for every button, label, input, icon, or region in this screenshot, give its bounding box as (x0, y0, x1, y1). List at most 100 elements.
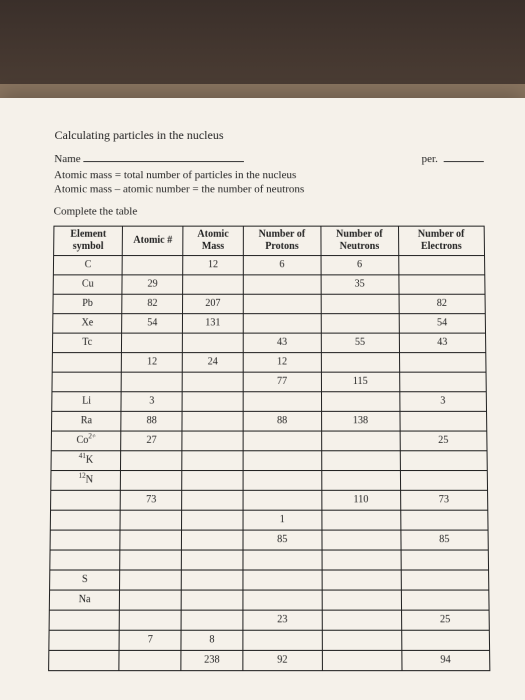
cell-atomic-mass[interactable]: 24 (182, 353, 243, 373)
cell-atomic-mass[interactable] (182, 392, 243, 412)
cell-neutrons[interactable] (322, 550, 401, 570)
cell-neutrons[interactable] (322, 650, 401, 670)
cell-neutrons[interactable] (321, 314, 399, 333)
cell-protons[interactable]: 23 (243, 610, 322, 630)
cell-electrons[interactable] (401, 570, 489, 590)
cell-symbol[interactable] (52, 353, 122, 373)
cell-atomic-mass[interactable] (183, 275, 243, 294)
cell-symbol[interactable]: Ra (51, 411, 121, 431)
cell-symbol[interactable] (49, 650, 120, 670)
cell-neutrons[interactable]: 35 (321, 275, 399, 294)
cell-electrons[interactable]: 3 (399, 392, 486, 412)
cell-atomic-mass[interactable]: 8 (181, 630, 243, 650)
cell-symbol[interactable] (49, 610, 120, 630)
cell-neutrons[interactable] (322, 590, 401, 610)
cell-protons[interactable] (243, 550, 322, 570)
cell-atomic-mass[interactable] (182, 471, 243, 491)
cell-electrons[interactable]: 85 (400, 530, 488, 550)
cell-neutrons[interactable]: 115 (321, 372, 399, 392)
cell-atomic-num[interactable]: 54 (122, 314, 183, 333)
cell-neutrons[interactable] (321, 353, 399, 373)
cell-neutrons[interactable] (321, 431, 400, 451)
cell-symbol[interactable]: 12N (51, 471, 121, 491)
cell-electrons[interactable]: 82 (399, 294, 486, 313)
cell-electrons[interactable]: 43 (399, 333, 486, 352)
cell-atomic-mass[interactable]: 238 (181, 650, 243, 670)
cell-neutrons[interactable]: 138 (321, 411, 399, 431)
cell-electrons[interactable] (398, 256, 484, 275)
cell-symbol[interactable] (52, 372, 122, 392)
cell-atomic-num[interactable] (121, 372, 182, 392)
cell-neutrons[interactable] (321, 294, 399, 313)
cell-neutrons[interactable] (321, 451, 400, 471)
cell-symbol[interactable] (51, 490, 121, 510)
cell-symbol[interactable]: Co2+ (51, 431, 121, 451)
cell-atomic-num[interactable] (120, 510, 181, 530)
cell-atomic-num[interactable]: 3 (121, 392, 182, 412)
cell-atomic-num[interactable] (122, 333, 183, 352)
cell-electrons[interactable]: 73 (400, 490, 488, 510)
cell-atomic-num[interactable] (120, 550, 182, 570)
cell-symbol[interactable]: Pb (53, 294, 122, 313)
cell-symbol[interactable]: 41K (51, 451, 121, 471)
cell-atomic-num[interactable]: 82 (122, 294, 183, 313)
cell-protons[interactable]: 92 (243, 650, 322, 670)
cell-atomic-mass[interactable] (181, 590, 243, 610)
cell-atomic-num[interactable]: 7 (119, 630, 181, 650)
cell-protons[interactable] (243, 294, 321, 313)
cell-atomic-num[interactable]: 88 (121, 411, 182, 431)
cell-atomic-mass[interactable] (182, 451, 243, 471)
cell-electrons[interactable]: 94 (401, 650, 489, 670)
cell-electrons[interactable] (401, 550, 489, 570)
cell-neutrons[interactable] (321, 471, 400, 491)
cell-symbol[interactable]: C (53, 256, 122, 275)
cell-protons[interactable]: 43 (243, 333, 321, 352)
cell-symbol[interactable] (49, 630, 120, 650)
cell-electrons[interactable]: 25 (401, 610, 489, 630)
cell-atomic-mass[interactable] (182, 372, 243, 392)
cell-neutrons[interactable] (322, 510, 401, 530)
cell-protons[interactable] (243, 275, 321, 294)
cell-electrons[interactable] (400, 510, 488, 530)
cell-protons[interactable]: 77 (243, 372, 321, 392)
cell-neutrons[interactable] (322, 630, 401, 650)
cell-neutrons[interactable] (322, 610, 401, 630)
cell-electrons[interactable]: 54 (399, 314, 486, 333)
cell-symbol[interactable]: Tc (52, 333, 121, 352)
cell-protons[interactable] (243, 490, 322, 510)
cell-atomic-num[interactable]: 29 (122, 275, 183, 294)
cell-atomic-num[interactable] (119, 650, 181, 670)
cell-symbol[interactable]: Cu (53, 275, 122, 294)
cell-electrons[interactable] (401, 590, 489, 610)
cell-electrons[interactable] (399, 372, 486, 392)
cell-atomic-mass[interactable] (182, 333, 243, 352)
cell-symbol[interactable] (50, 510, 120, 530)
cell-protons[interactable]: 88 (243, 411, 321, 431)
cell-symbol[interactable]: Na (49, 590, 120, 610)
cell-electrons[interactable] (400, 411, 487, 431)
cell-atomic-num[interactable]: 12 (122, 353, 183, 373)
cell-symbol[interactable]: Li (52, 392, 122, 412)
cell-atomic-mass[interactable] (181, 570, 243, 590)
cell-protons[interactable]: 85 (243, 530, 322, 550)
cell-atomic-num[interactable] (121, 471, 182, 491)
cell-atomic-mass[interactable]: 207 (183, 294, 244, 313)
cell-protons[interactable] (243, 570, 322, 590)
cell-atomic-num[interactable]: 27 (121, 431, 182, 451)
per-blank[interactable] (444, 151, 484, 162)
cell-protons[interactable]: 1 (243, 510, 322, 530)
cell-protons[interactable] (243, 392, 321, 412)
cell-electrons[interactable] (399, 353, 486, 373)
cell-neutrons[interactable]: 6 (321, 256, 399, 275)
name-blank[interactable] (83, 151, 244, 162)
cell-atomic-num[interactable] (122, 256, 182, 275)
cell-electrons[interactable] (400, 471, 488, 491)
cell-atomic-num[interactable]: 73 (120, 490, 181, 510)
cell-protons[interactable] (243, 630, 322, 650)
cell-symbol[interactable]: S (50, 570, 120, 590)
cell-neutrons[interactable]: 55 (321, 333, 399, 352)
cell-atomic-num[interactable] (121, 451, 182, 471)
cell-neutrons[interactable] (322, 570, 401, 590)
cell-electrons[interactable]: 25 (400, 431, 487, 451)
cell-protons[interactable] (243, 314, 321, 333)
